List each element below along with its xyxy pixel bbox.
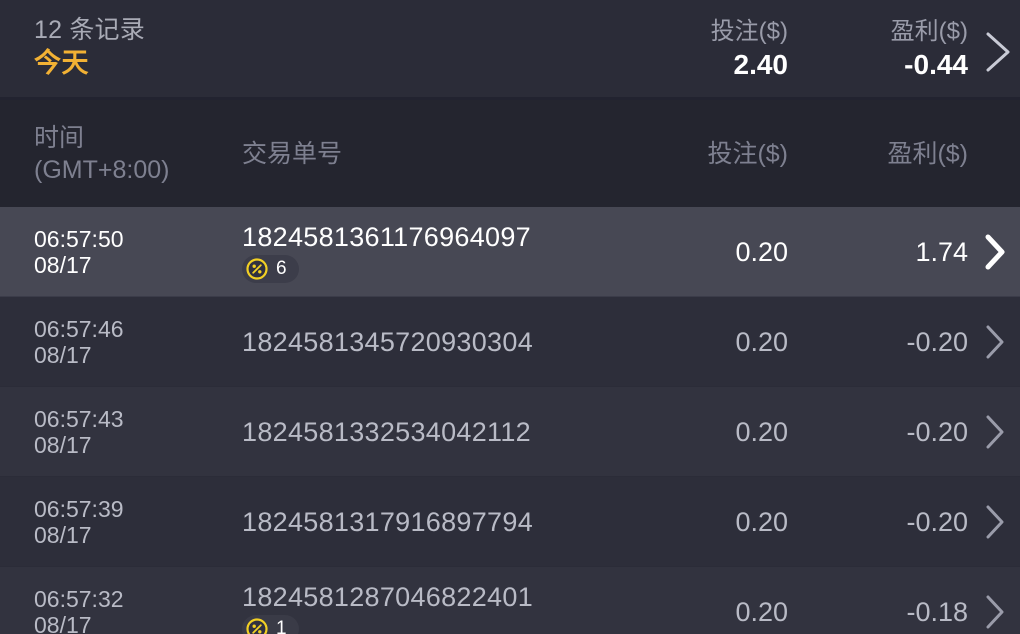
summary-profit-label: 盈利($)	[890, 18, 968, 45]
row-date: 08/17	[34, 431, 92, 458]
row-order-id: 1824581332534042112	[242, 416, 532, 447]
row-stake: 0.20	[735, 596, 788, 627]
row-order-cell: 1824581317916897794	[238, 506, 612, 538]
row-time: 06:57:43	[34, 405, 124, 432]
record-count-label: 12 条记录	[34, 16, 145, 44]
row-time-cell: 06:57:32 08/17	[0, 586, 238, 634]
row-profit: -0.20	[906, 326, 968, 357]
row-time: 06:57:39	[34, 495, 124, 522]
row-multiplier-count: 1	[276, 617, 287, 634]
row-multiplier-badge[interactable]: 1	[242, 614, 299, 634]
summary-expand-button[interactable]	[968, 10, 1020, 94]
table-row[interactable]: 06:57:43 08/17 1824581332534042112 0.20 …	[0, 387, 1020, 477]
column-header-time-line1: 时间	[34, 123, 85, 152]
row-detail-button[interactable]	[968, 411, 1020, 453]
row-time-cell: 06:57:43 08/17	[0, 406, 238, 458]
row-date: 08/17	[34, 341, 92, 368]
column-header-time-line2: (GMT+8:00)	[34, 155, 170, 184]
row-time: 06:57:46	[34, 315, 124, 342]
column-header-profit: 盈利($)	[887, 139, 968, 168]
row-detail-button[interactable]	[968, 321, 1020, 363]
date-range-filter[interactable]: 今天	[34, 48, 89, 78]
row-order-cell: 1824581361176964097 6	[238, 221, 612, 283]
row-order-id: 1824581287046822401	[242, 581, 534, 612]
row-order-id: 1824581361176964097	[242, 221, 532, 252]
row-profit: -0.18	[906, 596, 968, 627]
row-order-cell: 1824581345720930304	[238, 326, 612, 358]
row-stake: 0.20	[735, 326, 788, 357]
row-detail-button[interactable]	[968, 501, 1020, 543]
column-header-time: 时间 (GMT+8:00)	[0, 122, 238, 186]
row-profit: -0.20	[906, 506, 968, 537]
summary-left-group: 12 条记录 今天	[34, 10, 145, 78]
table-row[interactable]: 06:57:32 08/17 1824581287046822401 1 0.2…	[0, 567, 1020, 634]
table-row[interactable]: 06:57:50 08/17 1824581361176964097 6 0.2…	[0, 207, 1020, 297]
column-header-order: 交易单号	[242, 139, 343, 168]
row-time-cell: 06:57:50 08/17	[0, 226, 238, 278]
row-stake: 0.20	[735, 416, 788, 447]
summary-profit-metric: 盈利($) -0.44	[788, 10, 968, 82]
row-date: 08/17	[34, 521, 92, 548]
chevron-right-icon	[986, 325, 1004, 358]
row-multiplier-count: 6	[276, 257, 287, 279]
chevron-right-icon	[986, 505, 1004, 538]
row-order-id: 1824581317916897794	[242, 506, 534, 537]
row-stake: 0.20	[735, 506, 788, 537]
summary-profit-value: -0.44	[904, 49, 968, 80]
row-detail-button[interactable]	[968, 591, 1020, 633]
row-time-cell: 06:57:46 08/17	[0, 316, 238, 368]
row-multiplier-badge[interactable]: 6	[242, 254, 299, 283]
chevron-right-icon	[985, 234, 1005, 269]
table-row[interactable]: 06:57:39 08/17 1824581317916897794 0.20 …	[0, 477, 1020, 567]
chevron-right-icon	[986, 595, 1004, 628]
chevron-right-icon	[986, 415, 1004, 448]
row-profit: -0.20	[906, 416, 968, 447]
row-time-cell: 06:57:39 08/17	[0, 496, 238, 548]
table-row[interactable]: 06:57:46 08/17 1824581345720930304 0.20 …	[0, 297, 1020, 387]
row-date: 08/17	[34, 251, 92, 278]
row-order-id: 1824581345720930304	[242, 326, 534, 357]
summary-stake-metric: 投注($) 2.40	[612, 10, 788, 82]
row-order-cell: 1824581287046822401 1	[238, 581, 612, 634]
table-column-header: 时间 (GMT+8:00) 交易单号 投注($) 盈利($)	[0, 100, 1020, 207]
multiplier-coin-icon	[246, 257, 268, 280]
multiplier-coin-icon	[246, 617, 268, 634]
row-detail-button[interactable]	[968, 231, 1020, 273]
row-time: 06:57:50	[34, 225, 124, 252]
row-profit: 1.74	[915, 236, 968, 267]
header-divider	[0, 97, 1020, 100]
summary-header: 12 条记录 今天 投注($) 2.40 盈利($) -0.44	[0, 0, 1020, 97]
column-header-stake: 投注($)	[707, 139, 788, 168]
bet-history-list: 06:57:50 08/17 1824581361176964097 6 0.2…	[0, 207, 1020, 634]
row-time: 06:57:32	[34, 585, 124, 612]
chevron-right-icon	[986, 32, 1010, 72]
summary-stake-label: 投注($)	[710, 18, 788, 45]
row-order-cell: 1824581332534042112	[238, 416, 612, 448]
summary-stake-value: 2.40	[733, 49, 789, 80]
row-date: 08/17	[34, 611, 92, 634]
row-stake: 0.20	[735, 236, 788, 267]
